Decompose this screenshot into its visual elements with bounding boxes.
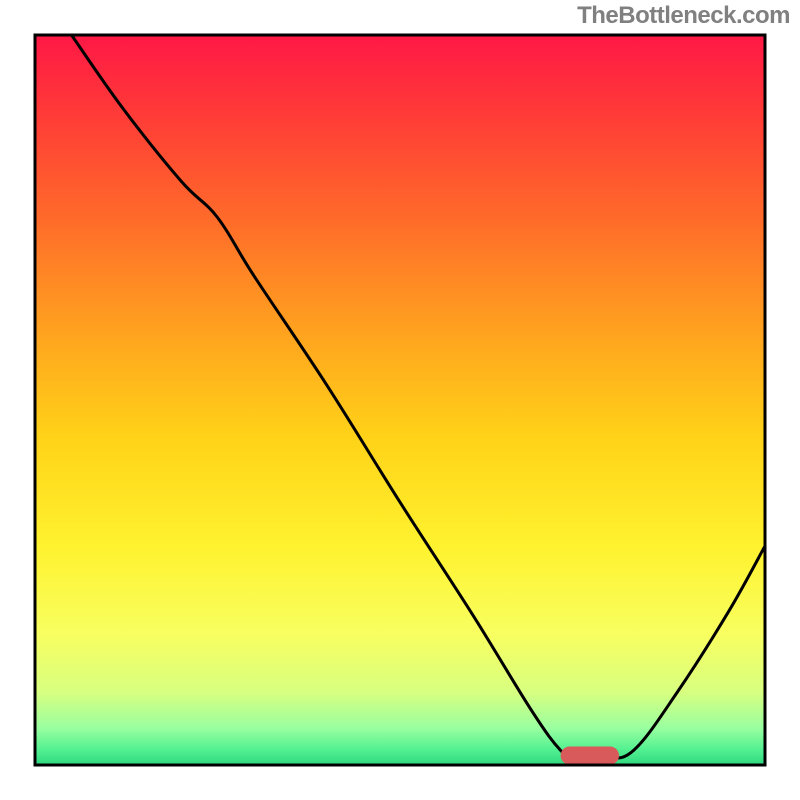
gradient-background [35, 35, 765, 765]
plot-area [35, 35, 765, 765]
target-marker [561, 747, 619, 765]
chart-container: TheBottleneck.com [0, 0, 800, 800]
bottleneck-chart [0, 0, 800, 800]
watermark-text: TheBottleneck.com [577, 2, 790, 30]
